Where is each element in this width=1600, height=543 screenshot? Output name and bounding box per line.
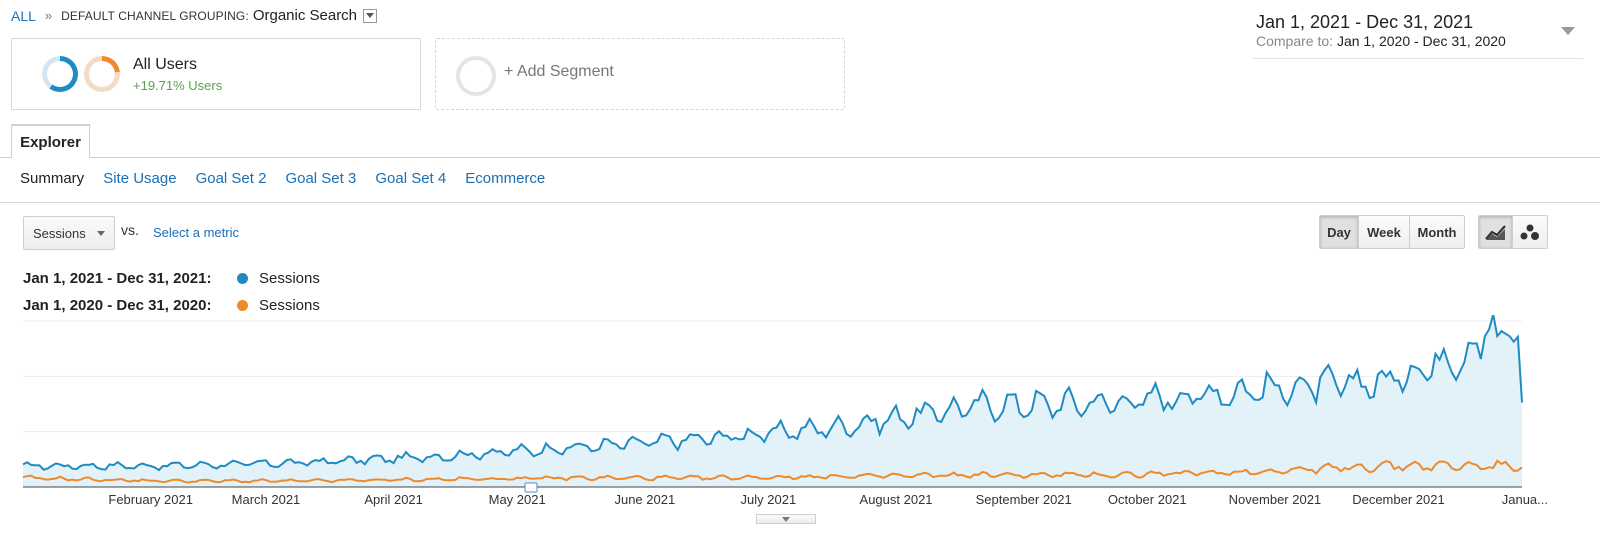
segment-donut-orange-icon xyxy=(84,56,120,92)
date-range-main: Jan 1, 2021 - Dec 31, 2021 xyxy=(1256,12,1474,32)
segment-name: All Users xyxy=(133,56,198,73)
empty-segment-ring-icon xyxy=(456,56,496,96)
metric-select[interactable]: Sessions xyxy=(23,216,115,250)
month-button[interactable]: Month xyxy=(1409,215,1465,249)
x-tick-label: Janua... xyxy=(1502,492,1548,507)
x-tick-label: March 2021 xyxy=(232,492,301,507)
expand-annotations-handle[interactable] xyxy=(756,514,816,524)
date-range-selector[interactable]: Jan 1, 2021 - Dec 31, 2021 Compare to: J… xyxy=(1253,8,1583,59)
motion-chart-icon xyxy=(1520,224,1539,240)
segment-all-users[interactable]: All Users +19.71% Users xyxy=(11,38,421,110)
legend-period-label: Jan 1, 2021 - Dec 31, 2021: xyxy=(23,270,212,287)
add-segment-label: + Add Segment xyxy=(504,63,614,80)
select-metric-link[interactable]: Select a metric xyxy=(153,225,239,240)
breadcrumb-all-link[interactable]: ALL xyxy=(11,7,36,24)
sessions-line-chart[interactable]: February 2021 March 2021 April 2021 May 202… xyxy=(0,315,1600,515)
subtabs: Summary Site Usage Goal Set 2 Goal Set 3… xyxy=(20,170,564,187)
line-chart-icon xyxy=(1484,225,1506,240)
section-divider xyxy=(0,202,1600,203)
series-line-current xyxy=(22,315,1523,472)
breadcrumb-separator: » xyxy=(44,8,53,23)
subtab-goal-set-4[interactable]: Goal Set 4 xyxy=(375,170,447,187)
x-tick-label: July 2021 xyxy=(741,492,797,507)
legend-dot-blue xyxy=(237,273,248,284)
metric-select-value: Sessions xyxy=(33,226,86,241)
add-segment-button[interactable]: + Add Segment xyxy=(435,38,845,110)
segment-donut-blue-icon xyxy=(42,56,78,92)
subtab-ecommerce[interactable]: Ecommerce xyxy=(465,170,546,187)
legend-dot-orange xyxy=(237,300,248,311)
subtab-summary[interactable]: Summary xyxy=(20,170,85,187)
motion-chart-button[interactable] xyxy=(1512,215,1548,249)
x-tick-label: October 2021 xyxy=(1108,492,1187,507)
breadcrumb: ALL » DEFAULT CHANNEL GROUPING: Organic … xyxy=(11,7,378,24)
x-tick-label: December 2021 xyxy=(1352,492,1445,507)
breadcrumb-value: Organic Search xyxy=(252,7,358,24)
compare-value: Jan 1, 2020 - Dec 31, 2020 xyxy=(1336,33,1506,49)
tab-bar-divider xyxy=(0,157,1600,158)
day-button[interactable]: Day xyxy=(1319,215,1359,249)
x-tick-label: May 2021 xyxy=(489,492,546,507)
line-chart-button[interactable] xyxy=(1478,215,1513,249)
breadcrumb-dropdown-icon[interactable] xyxy=(363,8,378,23)
x-tick-label: February 2021 xyxy=(108,492,193,507)
chevron-down-icon xyxy=(97,231,105,236)
x-tick-label: November 2021 xyxy=(1229,492,1322,507)
x-tick-label: June 2021 xyxy=(614,492,675,507)
breadcrumb-dimension: DEFAULT CHANNEL GROUPING: xyxy=(61,8,249,23)
subtab-goal-set-3[interactable]: Goal Set 3 xyxy=(285,170,357,187)
annotation-icon[interactable] xyxy=(524,482,538,493)
compare-label: Compare to: xyxy=(1256,33,1334,49)
x-tick-label: April 2021 xyxy=(364,492,423,507)
date-range-compare: Compare to: Jan 1, 2020 - Dec 31, 2020 xyxy=(1256,33,1506,49)
segment-delta: +19.71% Users xyxy=(133,78,223,93)
week-button[interactable]: Week xyxy=(1358,215,1410,249)
subtab-goal-set-2[interactable]: Goal Set 2 xyxy=(195,170,267,187)
x-tick-label: August 2021 xyxy=(860,492,933,507)
legend-series-name: Sessions xyxy=(259,270,320,287)
subtab-site-usage[interactable]: Site Usage xyxy=(103,170,177,187)
series-line-compare xyxy=(22,459,1523,484)
legend-series-name: Sessions xyxy=(259,297,320,314)
x-axis-labels: February 2021 March 2021 April 2021 May 202… xyxy=(108,492,1548,507)
vs-label: vs. xyxy=(121,222,139,238)
chevron-down-icon[interactable] xyxy=(1561,27,1575,35)
series-area-current xyxy=(23,315,1522,487)
annotation-marker[interactable] xyxy=(524,482,538,493)
legend-period-label: Jan 1, 2020 - Dec 31, 2020: xyxy=(23,297,212,314)
x-tick-label: September 2021 xyxy=(976,492,1072,507)
tab-explorer[interactable]: Explorer xyxy=(11,124,90,158)
